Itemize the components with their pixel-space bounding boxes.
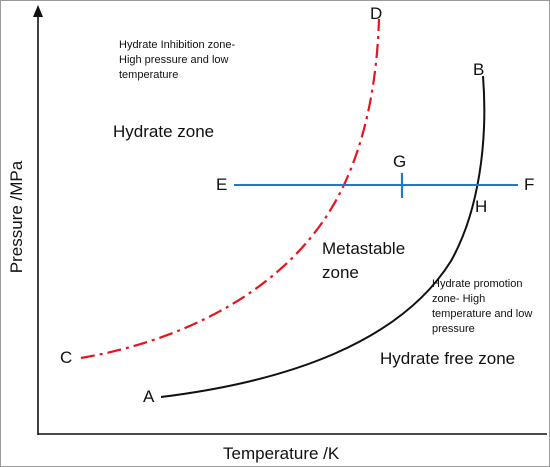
point-label-c: C bbox=[60, 348, 73, 367]
promotion-zone-note: Hydrate promotion zone- High temperature… bbox=[432, 278, 533, 335]
point-label-a: A bbox=[143, 387, 155, 406]
point-label-h: H bbox=[475, 197, 488, 216]
metastable-zone-label: Metastable zone bbox=[322, 239, 406, 282]
point-label-g: G bbox=[393, 152, 407, 171]
inhibition-curve-cd bbox=[80, 18, 381, 360]
equilibrium-curve-ab bbox=[160, 75, 486, 398]
hydrate-zone-label: Hydrate zone bbox=[113, 122, 215, 141]
inhibition-zone-note: Hydrate Inhibition zone- High pressure a… bbox=[119, 39, 236, 81]
x-axis-label: Temperature /K bbox=[223, 444, 340, 463]
hydrate-free-zone-label: Hydrate free zone bbox=[380, 349, 516, 368]
point-label-d: D bbox=[370, 4, 383, 23]
point-label-e: E bbox=[216, 175, 228, 194]
point-label-f: F bbox=[524, 175, 535, 194]
point-label-b: B bbox=[473, 60, 485, 79]
y-axis-arrow bbox=[33, 5, 43, 17]
y-axis-label: Pressure /MPa bbox=[7, 160, 26, 274]
